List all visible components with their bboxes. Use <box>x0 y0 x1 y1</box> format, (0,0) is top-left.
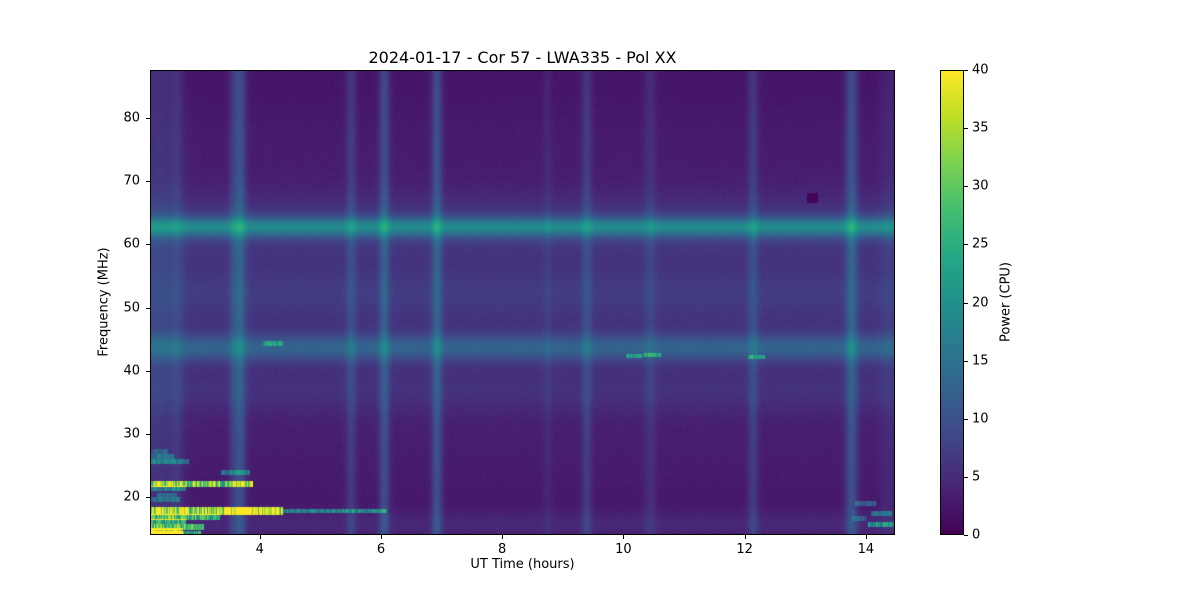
y-tick-label: 70 <box>123 173 140 189</box>
y-tick-mark <box>146 244 150 246</box>
colorbar-tick-mark <box>964 70 968 71</box>
spectrogram-canvas <box>151 71 894 534</box>
chart-title: 2024-01-17 - Cor 57 - LWA335 - Pol XX <box>368 48 677 67</box>
colorbar-tick-label: 25 <box>972 236 989 252</box>
colorbar <box>940 70 964 535</box>
y-tick-label: 40 <box>123 363 140 379</box>
colorbar-tick-label: 20 <box>972 295 989 310</box>
x-tick-label: 4 <box>255 542 264 557</box>
x-axis-ticks: 4 6 8 10 12 14 <box>150 535 895 565</box>
colorbar-tick-label: 35 <box>972 120 989 136</box>
colorbar-tick-mark <box>964 360 968 362</box>
y-tick-mark <box>146 370 150 372</box>
colorbar-tick-mark <box>964 535 968 536</box>
colorbar-tick-label: 0 <box>972 527 981 543</box>
colorbar-tick-label: 40 <box>972 62 989 78</box>
colorbar-tick-label: 15 <box>972 353 989 369</box>
x-tick-mark <box>744 535 746 539</box>
x-tick-label: 6 <box>376 542 386 557</box>
x-tick-label: 12 <box>736 542 753 557</box>
y-tick-label: 80 <box>123 110 140 126</box>
x-tick-mark <box>623 535 625 539</box>
x-tick-label: 8 <box>498 542 507 557</box>
colorbar-tick-label: 30 <box>972 178 989 194</box>
colorbar-ticks: 0 5 10 15 20 25 30 35 40 <box>964 63 1008 543</box>
colorbar-tick-mark <box>964 418 968 420</box>
y-tick-label: 50 <box>123 300 140 316</box>
colorbar-tick-mark <box>964 128 968 130</box>
y-tick-mark <box>146 433 150 435</box>
colorbar-tick-mark <box>964 186 968 188</box>
y-axis-ticks: 20 30 40 50 60 70 80 <box>0 70 150 535</box>
x-tick-mark <box>380 535 382 539</box>
colorbar-tick-label: 5 <box>972 469 981 485</box>
colorbar-tick-mark <box>964 302 968 304</box>
x-axis-label: UT Time (hours) <box>470 557 575 572</box>
colorbar-label: Power (CPU) <box>998 261 1014 343</box>
x-tick-label: 10 <box>615 542 632 557</box>
y-tick-label: 20 <box>123 489 140 505</box>
colorbar-tick-mark <box>964 476 968 478</box>
x-tick-label: 14 <box>857 542 875 557</box>
plot-area <box>150 70 895 535</box>
y-axis-label: Frequency (MHz) <box>96 247 112 357</box>
x-tick-mark <box>865 535 867 539</box>
y-tick-label: 60 <box>123 236 140 252</box>
y-tick-mark <box>146 497 150 499</box>
x-tick-mark <box>502 535 504 539</box>
y-tick-mark <box>146 307 150 309</box>
y-tick-mark <box>146 118 150 120</box>
y-tick-mark <box>146 181 150 183</box>
x-tick-mark <box>259 535 261 539</box>
y-tick-label: 30 <box>123 426 140 442</box>
colorbar-tick-label: 10 <box>972 411 989 427</box>
colorbar-tick-mark <box>964 244 968 246</box>
